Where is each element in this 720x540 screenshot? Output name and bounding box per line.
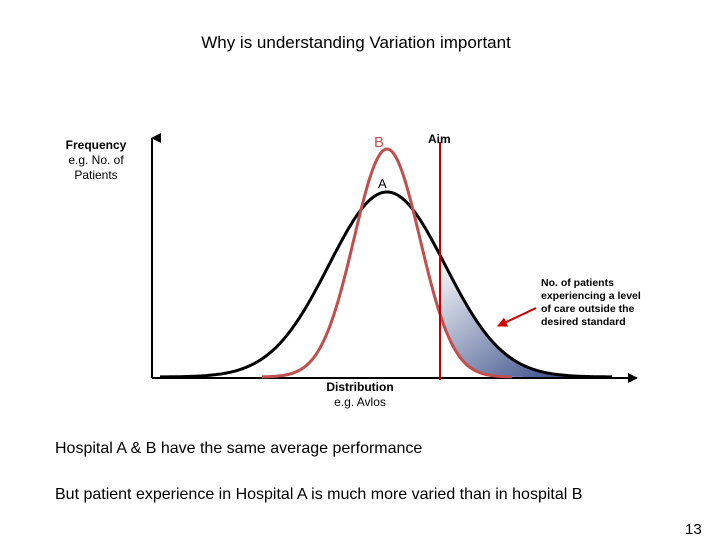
y-axis-label-line3: Patients — [74, 168, 118, 182]
y-axis-label-line1: Frequency — [65, 138, 127, 152]
statement-variation: But patient experience in Hospital A is … — [55, 486, 583, 503]
shaded-tail-region — [440, 255, 600, 377]
y-axis-label-line2: e.g. No. of — [68, 153, 124, 167]
tail-annotation-line3: of care outside the — [541, 303, 635, 315]
annotation-arrow — [497, 307, 537, 327]
statement-same-average: Hospital A & B have the same average per… — [55, 440, 423, 457]
tail-annotation-line2: experiencing a level — [541, 290, 641, 302]
page-number: 13 — [685, 521, 702, 538]
tail-annotation-line1: No. of patients — [541, 277, 614, 289]
x-axis-label-line1: Distribution — [326, 380, 394, 394]
aim-label: Aim — [428, 132, 451, 146]
tail-annotation-line4: desired standard — [541, 316, 626, 328]
x-axis-label-line2: e.g. Avlos — [334, 395, 386, 409]
x-axis-label: Distribution e.g. Avlos — [300, 380, 420, 410]
curve-b-label: B — [374, 134, 385, 151]
curve-a — [160, 190, 612, 379]
y-axis-label: Frequency e.g. No. of Patients — [40, 138, 152, 183]
tail-annotation: No. of patients experiencing a level of … — [541, 277, 641, 329]
curve-a-label: A — [378, 176, 387, 191]
slide-title: Why is understanding Variation important — [201, 33, 511, 52]
curve-b — [262, 147, 512, 379]
